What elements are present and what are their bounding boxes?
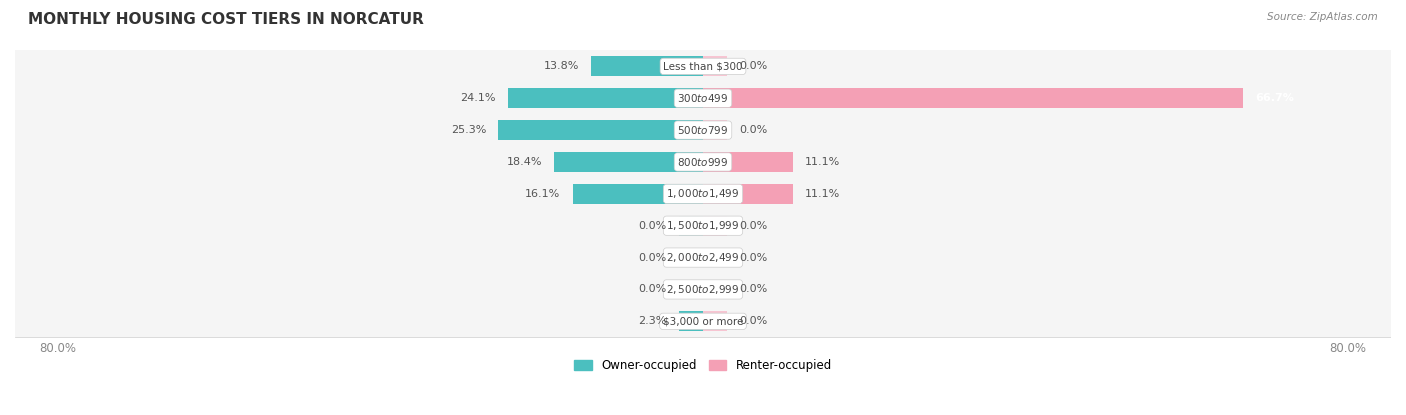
Bar — [572, 184, 703, 204]
Bar — [679, 280, 703, 299]
Text: $2,500 to $2,999: $2,500 to $2,999 — [666, 283, 740, 296]
Text: 18.4%: 18.4% — [506, 157, 541, 167]
Bar — [703, 280, 727, 299]
Text: 0.0%: 0.0% — [740, 221, 768, 231]
Text: 0.0%: 0.0% — [740, 316, 768, 326]
Text: 0.0%: 0.0% — [740, 125, 768, 135]
Text: 80.0%: 80.0% — [1330, 342, 1367, 355]
Text: 11.1%: 11.1% — [806, 157, 841, 167]
Text: $2,000 to $2,499: $2,000 to $2,499 — [666, 251, 740, 264]
Text: 25.3%: 25.3% — [451, 125, 486, 135]
Text: $3,000 or more: $3,000 or more — [662, 316, 744, 326]
Bar — [508, 88, 703, 108]
Text: 24.1%: 24.1% — [460, 93, 496, 103]
Legend: Owner-occupied, Renter-occupied: Owner-occupied, Renter-occupied — [569, 354, 837, 377]
Text: 2.3%: 2.3% — [638, 316, 666, 326]
Text: MONTHLY HOUSING COST TIERS IN NORCATUR: MONTHLY HOUSING COST TIERS IN NORCATUR — [28, 12, 425, 27]
Bar — [679, 248, 703, 267]
Text: $800 to $999: $800 to $999 — [678, 156, 728, 168]
Text: $1,500 to $1,999: $1,500 to $1,999 — [666, 219, 740, 232]
Bar — [703, 56, 727, 76]
Bar — [679, 311, 703, 331]
Text: 80.0%: 80.0% — [39, 342, 76, 355]
Bar — [703, 248, 727, 267]
Text: $1,000 to $1,499: $1,000 to $1,499 — [666, 187, 740, 200]
Bar — [703, 152, 793, 172]
Bar — [703, 216, 727, 236]
Text: 0.0%: 0.0% — [638, 284, 666, 294]
Text: 66.7%: 66.7% — [1256, 93, 1294, 103]
Bar — [0, 114, 1406, 146]
Bar — [679, 216, 703, 236]
Text: 0.0%: 0.0% — [740, 61, 768, 71]
Text: 0.0%: 0.0% — [638, 253, 666, 263]
Bar — [498, 120, 703, 140]
Text: 13.8%: 13.8% — [544, 61, 579, 71]
Text: $300 to $499: $300 to $499 — [678, 92, 728, 104]
Bar — [703, 88, 1243, 108]
Text: 0.0%: 0.0% — [740, 253, 768, 263]
Bar — [0, 273, 1406, 305]
Bar — [0, 146, 1406, 178]
Text: 0.0%: 0.0% — [740, 284, 768, 294]
Bar — [0, 210, 1406, 242]
Text: 11.1%: 11.1% — [806, 189, 841, 199]
Text: 0.0%: 0.0% — [638, 221, 666, 231]
Bar — [0, 305, 1406, 337]
Bar — [0, 178, 1406, 210]
Bar — [592, 56, 703, 76]
Bar — [0, 242, 1406, 273]
Text: Less than $300: Less than $300 — [664, 61, 742, 71]
Text: $500 to $799: $500 to $799 — [678, 124, 728, 136]
Bar — [0, 51, 1406, 82]
Text: 16.1%: 16.1% — [526, 189, 561, 199]
Bar — [554, 152, 703, 172]
Bar — [0, 82, 1406, 114]
Text: Source: ZipAtlas.com: Source: ZipAtlas.com — [1267, 12, 1378, 22]
Bar — [703, 311, 727, 331]
Bar — [703, 184, 793, 204]
Bar — [703, 120, 727, 140]
